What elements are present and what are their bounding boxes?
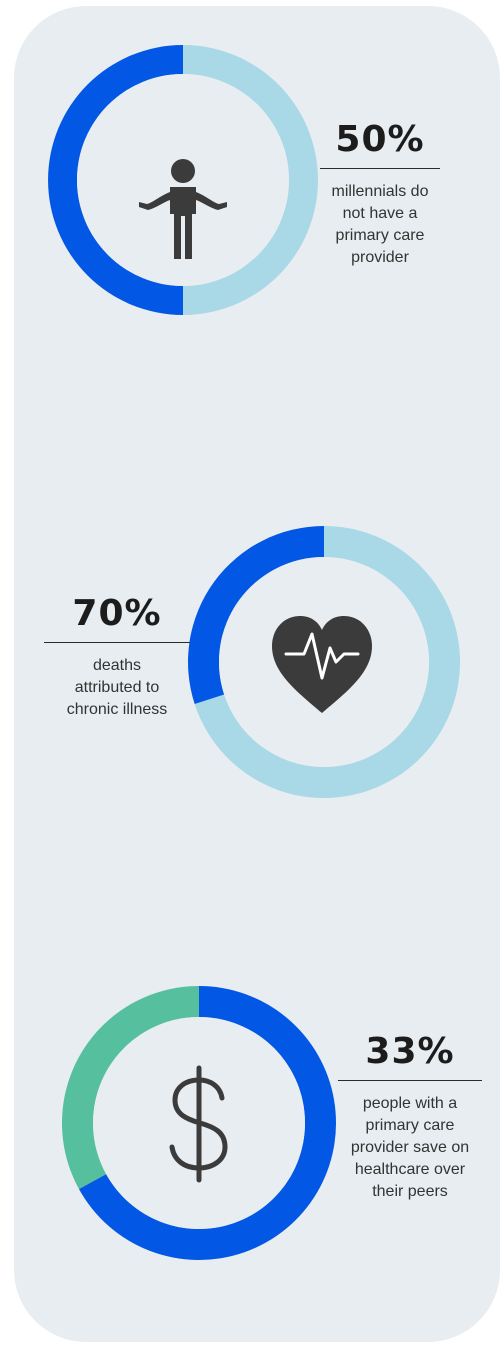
donut-chart-3 bbox=[62, 986, 336, 1260]
donut-segment-2 bbox=[48, 45, 184, 315]
stat-1-divider bbox=[320, 168, 440, 169]
stat-3: 33% people with a primary care provider … bbox=[338, 1030, 482, 1203]
stat-2: 70% deaths attributed to chronic illness bbox=[44, 592, 190, 721]
donut-chart-2 bbox=[188, 526, 460, 798]
dollar-sign-icon bbox=[169, 1065, 228, 1183]
donut-2-segments bbox=[188, 526, 460, 798]
stat-3-value: 33% bbox=[365, 1031, 455, 1072]
stat-3-divider bbox=[338, 1080, 482, 1081]
donut-segment-1 bbox=[183, 45, 318, 315]
donut-segment-2 bbox=[62, 986, 199, 1189]
stat-2-divider bbox=[44, 642, 190, 643]
stat-3-description: people with a primary care provider save… bbox=[350, 1095, 470, 1200]
stat-1-value: 50% bbox=[335, 119, 425, 160]
stat-2-description: deaths attributed to chronic illness bbox=[66, 657, 168, 718]
donut-chart-1 bbox=[48, 45, 318, 315]
heartbeat-icon bbox=[272, 616, 372, 713]
donut-1-segments bbox=[48, 45, 318, 315]
person-shrug-icon bbox=[139, 159, 227, 259]
stat-1: 50% millennials do not have a primary ca… bbox=[320, 118, 440, 269]
stat-1-description: millennials do not have a primary care p… bbox=[331, 183, 429, 266]
donut-segment-2 bbox=[188, 526, 324, 705]
donut-3-segments bbox=[62, 986, 336, 1260]
stat-2-value: 70% bbox=[72, 593, 162, 634]
